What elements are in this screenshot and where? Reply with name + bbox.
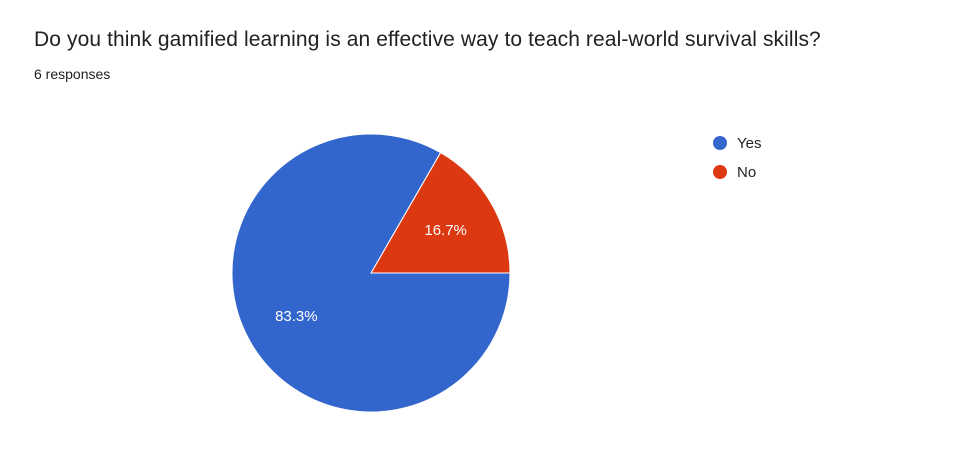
response-count: 6 responses bbox=[34, 66, 111, 82]
pie-slice-yes[interactable] bbox=[231, 133, 511, 413]
legend-swatch-yes bbox=[713, 136, 727, 150]
pie-slices bbox=[231, 133, 511, 413]
legend-label-yes: Yes bbox=[737, 135, 761, 152]
chart-legend: Yes No bbox=[713, 135, 761, 181]
slice-label-yes: 83.3% bbox=[275, 308, 318, 325]
question-title: Do you think gamified learning is an eff… bbox=[34, 28, 821, 51]
legend-label-no: No bbox=[737, 164, 756, 181]
pie-labels: 16.7% 83.3% bbox=[275, 222, 467, 325]
pie-slice-no[interactable] bbox=[370, 151, 511, 274]
slice-label-no: 16.7% bbox=[424, 222, 467, 239]
legend-swatch-no bbox=[713, 165, 727, 179]
